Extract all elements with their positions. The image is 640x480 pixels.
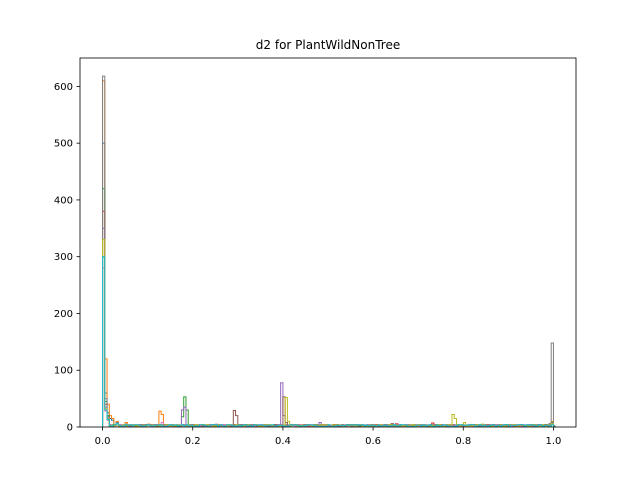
x-tick-label: 0.6 (365, 436, 381, 447)
y-tick-label: 100 (54, 366, 73, 377)
histogram-series-5 (102, 227, 557, 428)
histogram-step-line (102, 227, 557, 428)
histogram-series-4 (102, 210, 556, 428)
x-tick-label: 0.0 (95, 436, 111, 447)
histogram-step-line (102, 142, 557, 428)
y-tick-label: 500 (54, 139, 73, 150)
histogram-series-3 (102, 188, 557, 428)
histogram-step-line (102, 267, 556, 428)
y-tick-label: 0 (67, 423, 73, 434)
histogram-series-1 (102, 142, 557, 428)
histogram-step-line (102, 75, 557, 428)
histogram-step-line (102, 256, 556, 428)
histogram-step-line (102, 80, 557, 428)
histogram-series-2 (102, 80, 557, 428)
histogram-series-10 (102, 256, 556, 428)
x-tick-label: 1.0 (546, 436, 562, 447)
x-axis: 0.0 0.2 0.4 0.6 0.8 1.0 (95, 427, 562, 447)
histogram-series-8 (102, 75, 557, 428)
y-tick-label: 300 (54, 252, 73, 263)
histogram-step-line (102, 239, 556, 428)
histogram-series-6 (102, 256, 557, 428)
series-layer (102, 75, 557, 428)
histogram-step-line (102, 256, 557, 428)
histogram-series-7 (102, 267, 556, 428)
x-tick-label: 0.2 (185, 436, 201, 447)
x-tick-label: 0.8 (455, 436, 471, 447)
chart-title: d2 for PlantWildNonTree (256, 38, 400, 52)
y-tick-label: 200 (54, 309, 73, 320)
y-tick-label: 400 (54, 195, 73, 206)
plot-area-frame (79, 57, 577, 428)
histogram-series-9 (102, 239, 556, 428)
y-axis: 0 100 200 300 400 500 600 (54, 82, 80, 434)
histogram-step-line (102, 210, 556, 428)
histogram-step-line (102, 188, 557, 428)
y-tick-label: 600 (54, 82, 73, 93)
x-tick-label: 0.4 (275, 436, 291, 447)
